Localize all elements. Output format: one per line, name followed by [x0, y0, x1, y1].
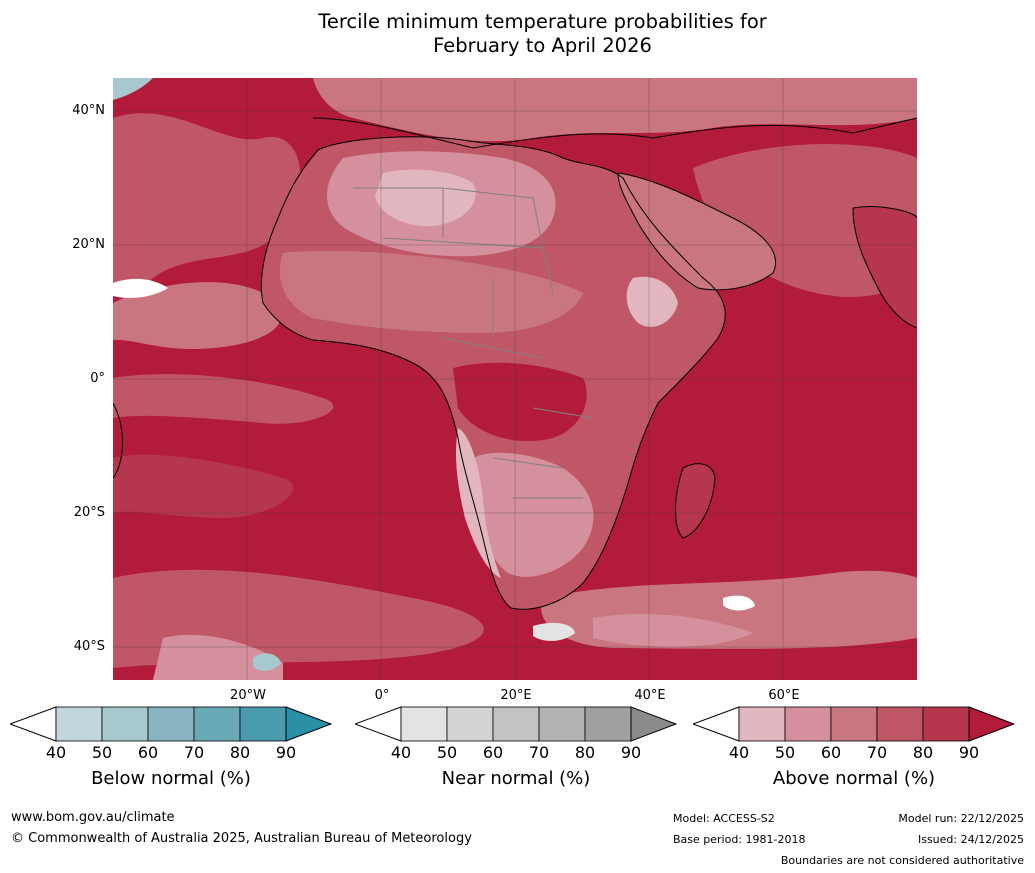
title-line-2: February to April 2026 [433, 34, 652, 57]
colorbar-above-seg-70-80 [876, 706, 924, 742]
colorbar-near-over [630, 706, 677, 742]
tick-above-50: 50 [774, 743, 796, 762]
region-ocean-south-atlantic [113, 454, 294, 518]
region-sahara-lighter [375, 169, 476, 227]
colorbar-below-normal [10, 706, 332, 742]
region-arabia [618, 173, 776, 290]
coastline-india [852, 206, 917, 329]
patch-near-normal-south [533, 622, 575, 641]
region-namib-light [455, 428, 501, 578]
coastline-madagascar [675, 463, 716, 539]
map-canvas [113, 78, 917, 680]
lon-label-20w: 20°W [230, 688, 266, 703]
tick-near-50: 50 [436, 743, 458, 762]
coastline-south-america [113, 402, 124, 479]
tick-near-60: 60 [482, 743, 504, 762]
colorbar-near-seg-70-80 [538, 706, 586, 742]
region-ocean-tropical-atlantic [113, 282, 282, 350]
coastline-arabia [617, 172, 777, 291]
colorbar-near-normal [355, 706, 677, 742]
coastline-africa [260, 136, 726, 610]
lat-label-40s: 40°S [73, 639, 105, 654]
colorbar-near-seg-40-50 [400, 706, 448, 742]
region-sahel [279, 251, 583, 333]
tick-above-80: 80 [912, 743, 934, 762]
probability-map [113, 78, 917, 680]
region-madagascar [675, 463, 715, 538]
footer-copyright: © Commonwealth of Australia 2025, Austra… [11, 831, 472, 846]
footer-disclaimer: Boundaries are not considered authoritat… [780, 854, 1024, 867]
colorbar-above-seg-50-60 [784, 706, 832, 742]
colorbar-below-seg-60-70 [147, 706, 195, 742]
tick-above-40: 40 [728, 743, 750, 762]
tick-below-90: 90 [275, 743, 297, 762]
tick-above-70: 70 [866, 743, 888, 762]
lat-label-20s: 20°S [73, 505, 105, 520]
region-southern-light [153, 634, 283, 680]
footer-website[interactable]: www.bom.gov.au/climate [11, 810, 175, 825]
colorbar-near-seg-60-70 [492, 706, 540, 742]
region-congo [453, 362, 587, 442]
footer-model-run: Model run: 22/12/2025 [898, 812, 1024, 825]
colorbar-below-seg-40-50 [55, 706, 103, 742]
tick-below-70: 70 [183, 743, 205, 762]
tick-below-80: 80 [229, 743, 251, 762]
region-ethiopia-light [626, 276, 678, 327]
colorbar-near-under [355, 706, 402, 742]
lon-label-60e: 60°E [768, 688, 800, 703]
tick-near-40: 40 [390, 743, 412, 762]
colorbar-below-seg-70-80 [193, 706, 241, 742]
lon-label-0: 0° [374, 688, 390, 703]
colorbar-title-near: Near normal (%) [441, 768, 591, 789]
colorbar-below-seg-50-60 [101, 706, 149, 742]
colorbar-below-seg-80-90 [239, 706, 287, 742]
patch-white-indian [723, 595, 755, 611]
colorbar-above-seg-80-90 [922, 706, 970, 742]
graticule [113, 78, 917, 680]
region-ocean-south-indian-light [593, 613, 753, 647]
coastline-europe [312, 117, 917, 149]
colorbar-above-under [693, 706, 740, 742]
lon-label-40e: 40°E [634, 688, 666, 703]
colorbar-title-above: Above normal (%) [772, 768, 936, 789]
footer-issued: Issued: 24/12/2025 [917, 833, 1024, 846]
lat-label-equator: 0° [90, 371, 105, 386]
region-europe [313, 78, 917, 142]
colorbar-above-over [968, 706, 1015, 742]
tick-near-90: 90 [620, 743, 642, 762]
footer-base-period: Base period: 1981-2018 [673, 833, 806, 846]
colorbar-title-below: Below normal (%) [91, 768, 251, 789]
colorbar-above-seg-60-70 [830, 706, 878, 742]
tick-above-90: 90 [958, 743, 980, 762]
footer-model: Model: ACCESS-S2 [673, 812, 775, 825]
region-india [853, 206, 917, 328]
region-ocean-equatorial [113, 374, 334, 424]
colorbar-near-seg-50-60 [446, 706, 494, 742]
tick-below-50: 50 [91, 743, 113, 762]
tick-above-60: 60 [820, 743, 842, 762]
title-line-1: Tercile minimum temperature probabilitie… [318, 10, 767, 33]
patch-below-normal-north [113, 78, 153, 100]
colorbar-above-seg-40-50 [738, 706, 786, 742]
tick-near-80: 80 [574, 743, 596, 762]
patch-below-normal-south [253, 653, 281, 671]
colorbar-near-seg-80-90 [584, 706, 632, 742]
patch-white-atlantic [113, 278, 168, 298]
region-southern-africa [471, 452, 594, 577]
tick-below-40: 40 [45, 743, 67, 762]
colorbar-below-over [285, 706, 332, 742]
colorbar-above-normal [693, 706, 1015, 742]
colorbar-below-under [10, 706, 57, 742]
lat-label-40n: 40°N [72, 103, 105, 118]
national-boundaries [353, 187, 594, 499]
chart-title: Tercile minimum temperature probabilitie… [40, 10, 1035, 58]
lat-label-20n: 20°N [72, 237, 105, 252]
tick-near-70: 70 [528, 743, 550, 762]
tick-below-60: 60 [137, 743, 159, 762]
lon-label-20e: 20°E [500, 688, 532, 703]
